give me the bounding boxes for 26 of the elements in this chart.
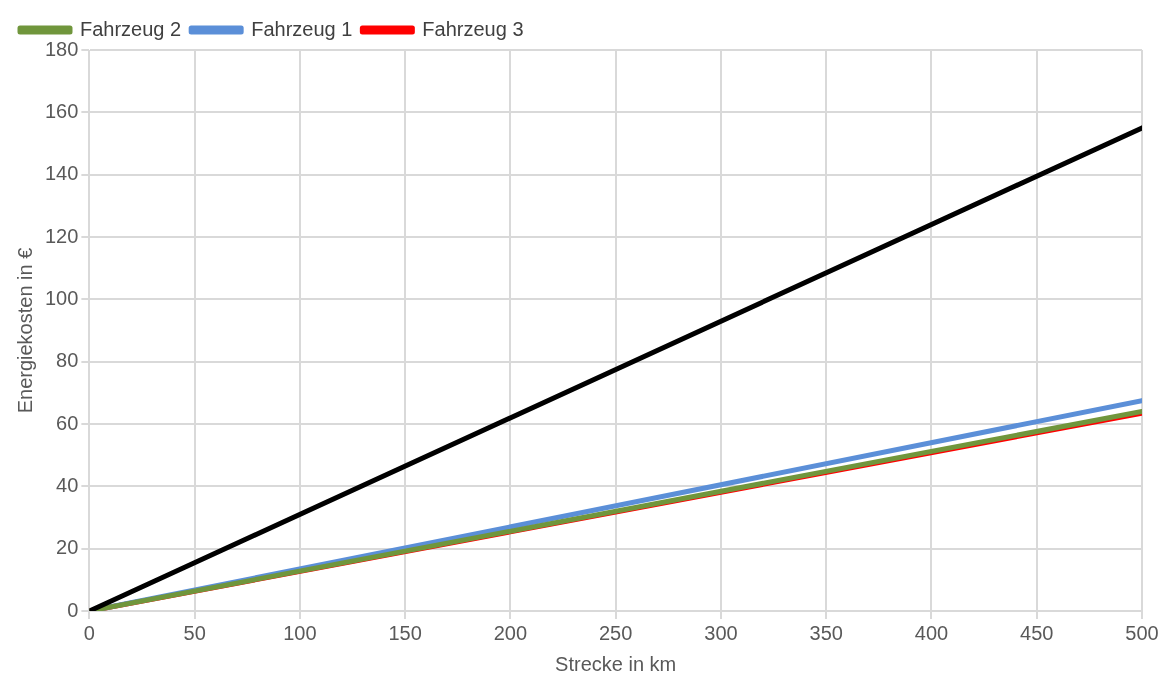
legend-label: Fahrzeug 1 xyxy=(251,17,353,40)
y-axis-title: Energiekosten in € xyxy=(13,247,36,414)
x-tick-label: 50 xyxy=(183,621,206,644)
x-tick-label: 350 xyxy=(809,621,843,644)
y-tick-label: 60 xyxy=(56,411,79,434)
x-axis-title: Strecke in km xyxy=(555,652,677,675)
y-tick-label: 140 xyxy=(44,162,79,185)
y-tick-label: 100 xyxy=(44,286,79,309)
y-tick-label: 20 xyxy=(56,536,79,559)
x-tick-label: 400 xyxy=(914,621,949,644)
y-tick-label: 160 xyxy=(44,99,79,122)
x-tick-label: 500 xyxy=(1125,621,1159,644)
x-tick-label: 450 xyxy=(1020,621,1054,644)
legend-label: Fahrzeug 3 xyxy=(422,17,524,40)
x-tick-label: 250 xyxy=(599,621,633,644)
legend-label: Fahrzeug 2 xyxy=(80,17,182,40)
x-tick-label: 100 xyxy=(283,621,317,644)
x-tick-label: 200 xyxy=(493,621,528,644)
x-tick-label: 150 xyxy=(388,621,422,644)
y-tick-label: 0 xyxy=(67,598,79,621)
y-tick-label: 120 xyxy=(44,224,79,247)
y-tick-label: 180 xyxy=(44,37,79,60)
y-tick-label: 40 xyxy=(56,473,79,496)
y-tick-label: 80 xyxy=(56,349,79,372)
x-tick-label: 300 xyxy=(704,621,738,644)
x-tick-label: 0 xyxy=(83,621,95,644)
